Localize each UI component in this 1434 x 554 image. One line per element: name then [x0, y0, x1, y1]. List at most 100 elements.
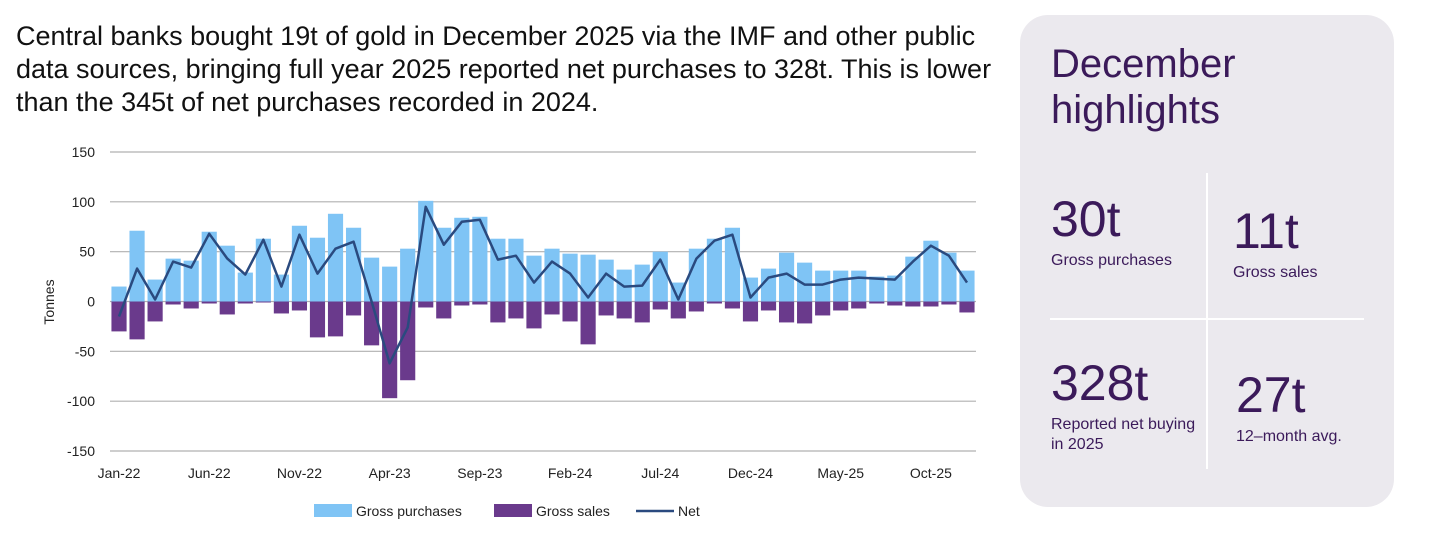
y-tick-label: -150: [67, 443, 95, 459]
bar-gross-sales: [616, 301, 632, 319]
bar-gross-sales: [147, 301, 163, 322]
bar-gross-purchases: [815, 270, 831, 302]
bar-gross-purchases: [887, 275, 903, 302]
x-tick-label: Apr-23: [369, 465, 411, 481]
x-tick-label: Nov-22: [277, 465, 322, 481]
bar-gross-purchases: [508, 238, 524, 302]
bar-gross-sales: [382, 301, 398, 399]
bar-gross-sales: [472, 301, 488, 305]
bar-gross-purchases: [706, 238, 722, 302]
bar-gross-sales: [201, 301, 217, 304]
bar-gross-sales: [237, 301, 253, 304]
bar-gross-sales: [490, 301, 506, 323]
bar-gross-sales: [598, 301, 614, 316]
bar-gross-purchases: [147, 279, 163, 302]
bar-gross-purchases: [183, 260, 199, 302]
bar-gross-sales: [273, 301, 289, 314]
bar-gross-purchases: [688, 248, 704, 302]
bar-gross-purchases: [436, 227, 452, 302]
bar-gross-sales: [634, 301, 650, 323]
stat-gross-sales: 11t Gross sales: [1233, 203, 1373, 283]
bar-gross-sales: [670, 301, 686, 319]
bar-gross-purchases: [111, 286, 127, 302]
bar-gross-sales: [905, 301, 921, 307]
bar-gross-purchases: [634, 264, 650, 302]
bar-gross-sales: [526, 301, 542, 329]
chart-bars: [111, 200, 975, 399]
stat-label: Gross sales: [1233, 264, 1318, 281]
x-tick-label: Jun-22: [188, 465, 231, 481]
x-tick-label: Sep-23: [457, 465, 502, 481]
bar-gross-sales: [454, 301, 470, 306]
bar-gross-sales: [688, 301, 704, 312]
bar-gross-purchases: [165, 258, 181, 302]
bar-gross-sales: [508, 301, 524, 319]
chart-net-line: [117, 205, 969, 365]
x-tick-label: Feb-24: [548, 465, 593, 481]
stat-label: 12–month avg.: [1236, 428, 1342, 445]
bar-gross-purchases: [309, 237, 326, 302]
y-axis-ticks: 150 100 50 0 -50 -100 -150: [67, 144, 95, 459]
x-axis-ticks: Jan-22 Jun-22 Nov-22 Apr-23 Sep-23 Feb-24 Jul-…: [98, 465, 953, 481]
bar-gross-purchases: [670, 282, 686, 302]
legend-swatch-gross-sales: [494, 504, 532, 517]
bar-gross-purchases: [941, 252, 957, 302]
bar-gross-sales: [923, 301, 939, 307]
bar-gross-sales: [652, 301, 668, 310]
y-tick-label: 50: [79, 244, 95, 260]
bar-gross-sales: [219, 301, 235, 315]
bar-gross-purchases: [490, 238, 506, 302]
bar-gross-sales: [706, 301, 722, 304]
y-tick-label: -100: [67, 393, 95, 409]
bar-gross-purchases: [923, 240, 939, 302]
bar-gross-sales: [778, 301, 795, 323]
bar-gross-sales: [165, 301, 181, 305]
bar-gross-sales: [851, 301, 867, 309]
bar-gross-purchases: [472, 216, 488, 302]
bar-gross-purchases: [562, 253, 578, 302]
bar-gross-purchases: [797, 262, 813, 302]
bar-gross-sales: [418, 301, 434, 308]
bar-gross-sales: [887, 301, 903, 306]
highlights-divider-horizontal: [1050, 318, 1364, 320]
stat-reported-net-buying: 328t Reported net buying in 2025: [1051, 355, 1201, 455]
bar-gross-purchases: [400, 248, 416, 302]
bar-gross-sales: [183, 301, 199, 309]
bar-gross-sales: [544, 301, 560, 315]
bar-gross-purchases: [580, 254, 596, 302]
bar-gross-purchases: [544, 248, 560, 302]
bar-gross-purchases: [454, 217, 470, 302]
chart-grid: [110, 151, 976, 452]
legend-label-net: Net: [678, 503, 700, 519]
x-tick-label: Jul-24: [641, 465, 679, 481]
bar-gross-sales: [129, 301, 145, 340]
bar-gross-purchases: [201, 231, 217, 302]
highlights-divider-vertical: [1206, 173, 1208, 469]
bar-gross-purchases: [237, 272, 253, 302]
bar-gross-purchases: [345, 227, 362, 302]
highlights-title: December highlights: [1051, 42, 1236, 132]
stat-value: 30t: [1051, 191, 1121, 247]
bar-gross-purchases: [851, 270, 867, 302]
bar-gross-sales: [436, 301, 452, 319]
bar-gross-sales: [742, 301, 759, 322]
legend-label-gross-sales: Gross sales: [536, 503, 610, 519]
bar-gross-purchases: [273, 274, 289, 302]
bar-gross-sales: [959, 301, 975, 313]
chart: 150 100 50 0 -50 -100 -150 Jan-22 Jun-22 Nov-22 A…: [41, 144, 976, 519]
bar-gross-purchases: [255, 238, 271, 302]
stat-label: Reported net buying in 2025: [1051, 416, 1196, 453]
y-tick-label: 0: [87, 294, 95, 310]
stat-gross-purchases: 30t Gross purchases: [1051, 191, 1191, 271]
stat-value: 11t: [1233, 203, 1299, 259]
chart-legend: Gross purchases Gross sales Net: [314, 503, 700, 519]
bar-gross-sales: [760, 301, 777, 311]
y-axis-title: Tonnes: [41, 279, 57, 324]
bar-gross-purchases: [382, 266, 398, 302]
stat-label: Gross purchases: [1051, 252, 1172, 269]
bar-gross-sales: [724, 301, 741, 309]
bar-gross-sales: [833, 301, 849, 311]
legend-label-gross-purchases: Gross purchases: [356, 503, 462, 519]
intro-text: Central banks bought 19t of gold in Dece…: [16, 21, 992, 117]
bar-gross-purchases: [778, 252, 795, 302]
